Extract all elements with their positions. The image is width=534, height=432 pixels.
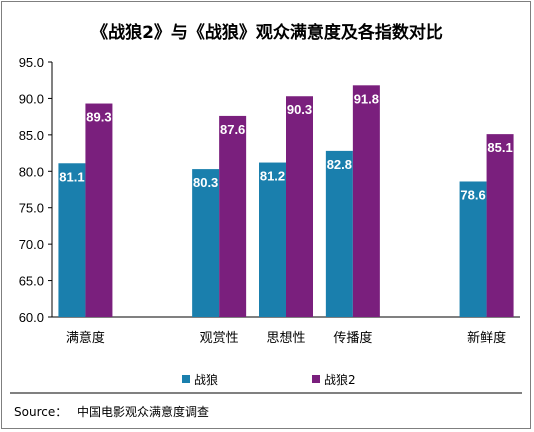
bar — [325, 150, 353, 317]
source-prefix: Source： — [14, 405, 67, 419]
x-category-label: 满意度 — [66, 330, 105, 346]
y-tick-label: 95.0 — [19, 55, 44, 70]
bar — [192, 169, 220, 317]
data-label: 82.8 — [327, 157, 352, 172]
source-label: Source： 中国电影观众满意度调查 — [14, 404, 209, 419]
y-tick-label: 65.0 — [19, 274, 44, 289]
x-category-label: 新鲜度 — [467, 330, 506, 346]
legend-swatch — [312, 375, 320, 383]
data-label: 78.6 — [460, 187, 485, 202]
data-label: 90.3 — [287, 102, 312, 117]
y-tick-label: 60.0 — [19, 310, 44, 325]
data-label: 81.2 — [260, 169, 285, 184]
bar — [259, 162, 286, 317]
bar — [219, 115, 247, 318]
y-tick-label: 80.0 — [19, 164, 44, 179]
y-tick-label: 90.0 — [19, 91, 44, 106]
data-label: 89.3 — [86, 110, 111, 125]
x-category-label: 观赏性 — [200, 331, 239, 346]
source-text: 中国电影观众满意度调查 — [77, 404, 209, 419]
legend-label: 战狼 — [194, 372, 218, 387]
data-label: 85.1 — [487, 140, 512, 155]
legend-swatch — [182, 375, 190, 383]
bar — [58, 163, 86, 317]
x-category-label: 思想性 — [266, 330, 305, 346]
data-label: 91.8 — [354, 91, 379, 106]
data-label: 87.6 — [220, 122, 245, 137]
data-label: 81.1 — [59, 169, 84, 184]
y-tick-label: 70.0 — [19, 237, 44, 252]
bars: 81.1 89.3 80.3 87.6 81.2 90.3 82.8 91.8 78.6 85.1 — [58, 85, 514, 318]
data-label: 80.3 — [193, 175, 218, 190]
bar — [352, 85, 380, 317]
y-tick-label: 75.0 — [19, 201, 44, 216]
bar — [459, 181, 487, 317]
y-tick-label: 85.0 — [19, 128, 44, 143]
x-category-label: 传播度 — [333, 330, 372, 346]
legend-label: 战狼2 — [324, 372, 356, 387]
bar — [85, 103, 113, 318]
bar — [486, 134, 514, 317]
legend: 战狼 战狼2 — [182, 372, 356, 387]
bar — [286, 96, 313, 317]
axes: 60.0 65.0 70.0 75.0 80.0 85.0 90.0 95.0 满意度 观赏性 思想… — [19, 55, 520, 346]
chart-title: 《战狼2》与《战狼》观众满意度及各指数对比 — [91, 22, 443, 43]
